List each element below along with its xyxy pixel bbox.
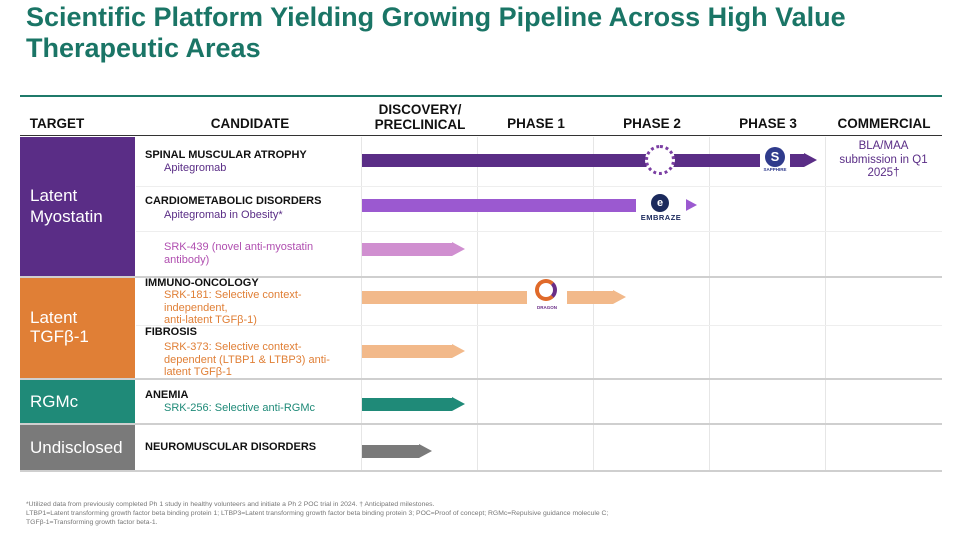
dragon-logo-icon: DRAGON — [527, 278, 567, 314]
disease-anemia: ANEMIA — [145, 389, 189, 401]
progress-arrow-srk-373 — [362, 344, 465, 358]
progress-arrow-srk-439 — [362, 242, 465, 256]
candidate-srk-373-line2: dependent (LTBP1 & LTBP3) anti- — [164, 353, 330, 366]
header-phase3: PHASE 3 — [739, 116, 797, 131]
candidate-srk-373-line3: latent TGFβ-1 — [164, 366, 232, 378]
candidate-srk-439-line1: SRK-439 (novel anti-myostatin — [164, 241, 314, 253]
progress-arrow-neuromuscular — [362, 444, 432, 458]
header-rule — [20, 135, 942, 136]
target-undisclosed: Undisclosed — [20, 425, 135, 470]
commercial-milestone: BLA/MAA submission in Q1 2025† — [830, 140, 937, 181]
target-rgmc: RGMc — [20, 380, 135, 423]
page-title: Scientific Platform Yielding Growing Pip… — [26, 2, 846, 63]
group-divider — [20, 378, 942, 380]
row-divider — [136, 325, 942, 326]
commercial-line1: BLA/MAA — [858, 140, 909, 152]
sma-trial-logo-icon — [645, 145, 675, 175]
grid-line — [825, 137, 826, 471]
target-undisclosed-label: Undisclosed — [30, 438, 123, 457]
sapphire-logo-icon: S SAPPHIRE — [760, 145, 790, 175]
candidate-srk-439-line2: antibody) — [164, 253, 210, 266]
candidate-srk-439: SRK-439 (novel anti-myostatin antibody) — [164, 241, 313, 266]
header-target: TARGET — [29, 116, 85, 131]
target-latent-myostatin: Latent Myostatin — [20, 137, 135, 276]
disease-cardiometabolic: CARDIOMETABOLIC DISORDERS — [145, 195, 322, 207]
candidate-srk-373: SRK-373: Selective context- dependent (L… — [164, 341, 330, 379]
group-divider — [20, 276, 942, 278]
disease-spinal-muscular-atrophy: SPINAL MUSCULAR ATROPHY — [145, 149, 307, 161]
progress-arrow-srk-256 — [362, 397, 465, 411]
candidate-srk-373-line1: SRK-373: Selective context- — [164, 341, 302, 353]
candidate-srk-181-line2: independent, — [164, 301, 228, 314]
target-rgmc-label: RGMc — [30, 392, 79, 411]
grid-line — [593, 137, 594, 471]
progress-arrow-srk-181 — [362, 290, 626, 304]
embraze-logo-icon: e EMBRAZE — [636, 193, 686, 223]
header-discovery-line2: PRECLINICAL — [374, 117, 466, 132]
disease-fibrosis: FIBROSIS — [145, 326, 197, 338]
header-candidate: CANDIDATE — [210, 116, 290, 131]
commercial-line2: submission in Q1 — [839, 153, 928, 166]
candidate-apitegromab-obesity: Apitegromab in Obesity* — [164, 209, 283, 221]
target-latent-tgfb1-line1: Latent — [30, 308, 78, 327]
candidate-srk-181: SRK-181: Selective context- independent,… — [164, 289, 302, 327]
progress-arrow-cardio — [362, 198, 697, 212]
group-divider — [20, 423, 942, 425]
progress-arrow-sma — [362, 153, 817, 167]
header-discovery-line1: DISCOVERY/ — [378, 102, 462, 117]
sapphire-label: SAPPHIRE — [763, 167, 787, 172]
candidate-srk-181-line3: anti-latent TGFβ-1) — [164, 314, 257, 326]
candidate-apitegromab: Apitegromab — [164, 162, 227, 174]
top-rule — [20, 95, 942, 97]
grid-line — [709, 137, 710, 471]
header-discovery: DISCOVERY/ PRECLINICAL — [362, 102, 478, 132]
embraze-label: EMBRAZE — [640, 213, 682, 222]
footnote-line2: LTBP1=Latent transforming growth factor … — [26, 510, 609, 517]
target-latent-myostatin-line2: Myostatin — [30, 207, 103, 226]
target-latent-myostatin-line1: Latent — [30, 186, 78, 205]
row-divider — [136, 186, 942, 187]
candidate-srk-181-line1: SRK-181: Selective context- — [164, 289, 302, 301]
candidate-srk-256: SRK-256: Selective anti-RGMc — [164, 402, 315, 414]
header-commercial: COMMERCIAL — [837, 116, 931, 131]
commercial-line3: 2025† — [867, 167, 900, 179]
header-phase1: PHASE 1 — [507, 116, 565, 131]
header-phase2: PHASE 2 — [623, 116, 681, 131]
disease-immuno-oncology: IMMUNO-ONCOLOGY — [145, 277, 259, 289]
disease-neuromuscular: NEUROMUSCULAR DISORDERS — [145, 441, 317, 453]
footnote-line1: *Utilized data from previously completed… — [26, 501, 435, 508]
row-divider — [136, 231, 942, 232]
grid-line — [477, 137, 478, 471]
dragon-label: DRAGON — [537, 305, 557, 310]
target-latent-tgfb1: Latent TGFβ-1 — [20, 278, 135, 378]
target-latent-tgfb1-line2: TGFβ-1 — [30, 327, 89, 346]
footnote: *Utilized data from previously completed… — [26, 500, 956, 527]
footnote-line3: TGFβ-1=Transforming growth factor beta-1… — [26, 519, 158, 526]
bottom-rule — [20, 470, 942, 472]
grid-line — [361, 137, 362, 471]
